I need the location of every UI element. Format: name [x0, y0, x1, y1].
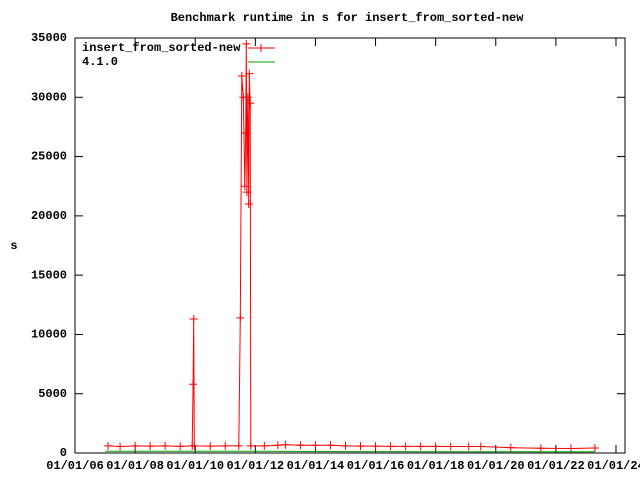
x-tick-label: 01/01/24	[587, 459, 640, 473]
point	[371, 442, 380, 451]
point	[161, 441, 170, 450]
x-tick-label: 01/01/22	[527, 459, 585, 473]
x-tick-label: 01/01/18	[407, 459, 465, 473]
point	[221, 441, 230, 450]
x-tick-label: 01/01/20	[467, 459, 525, 473]
plot-frame	[74, 37, 626, 454]
x-tick-label: 01/01/10	[166, 459, 224, 473]
x-tick-label: 01/01/16	[347, 459, 405, 473]
point	[341, 441, 350, 450]
point	[190, 441, 199, 450]
point	[237, 71, 246, 80]
chart-title: Benchmark runtime in s for insert_from_s…	[171, 11, 525, 25]
point	[356, 442, 365, 451]
x-tick-label: 01/01/12	[227, 459, 285, 473]
point	[326, 441, 335, 450]
point	[464, 442, 473, 451]
point	[260, 441, 269, 450]
point	[244, 200, 253, 208]
point	[386, 442, 395, 451]
legend-marker	[257, 44, 265, 52]
point	[273, 441, 282, 450]
point	[246, 441, 255, 450]
y-tick-label: 20000	[31, 209, 67, 223]
y-tick-label: 25000	[31, 150, 67, 164]
legend-label: 4.1.0	[82, 55, 118, 69]
y-tick-label: 5000	[38, 387, 67, 401]
point	[189, 380, 198, 389]
y-tick-label: 15000	[31, 268, 67, 282]
point	[476, 442, 485, 451]
point	[243, 93, 252, 102]
point	[146, 442, 155, 451]
point	[446, 442, 455, 451]
point	[241, 128, 250, 137]
point	[401, 442, 410, 451]
point	[245, 69, 254, 78]
point	[296, 441, 305, 450]
series-line	[105, 450, 595, 453]
point	[311, 441, 320, 450]
y-tick-label: 10000	[31, 328, 67, 342]
x-tick-label: 01/01/08	[106, 459, 164, 473]
point	[240, 182, 249, 191]
point	[536, 444, 545, 453]
point	[431, 442, 440, 451]
point	[281, 440, 290, 449]
point	[416, 442, 425, 451]
point	[242, 188, 251, 197]
point	[234, 441, 243, 450]
point	[242, 39, 251, 48]
point	[104, 441, 113, 450]
point	[246, 99, 255, 108]
point	[116, 442, 125, 451]
point	[506, 443, 515, 452]
point	[566, 444, 575, 453]
legend-label: insert_from_sorted-new	[82, 41, 241, 55]
point	[236, 313, 245, 322]
y-tick-label: 35000	[31, 31, 67, 45]
point	[206, 442, 215, 451]
y-tick-label: 30000	[31, 90, 67, 104]
point	[176, 442, 185, 451]
point	[189, 315, 198, 324]
point	[131, 441, 140, 450]
y-tick-label: 0	[60, 446, 67, 460]
point	[590, 444, 599, 453]
y-axis-label: s	[10, 239, 17, 253]
x-tick-label: 01/01/14	[287, 459, 345, 473]
x-tick-label: 01/01/06	[46, 459, 104, 473]
